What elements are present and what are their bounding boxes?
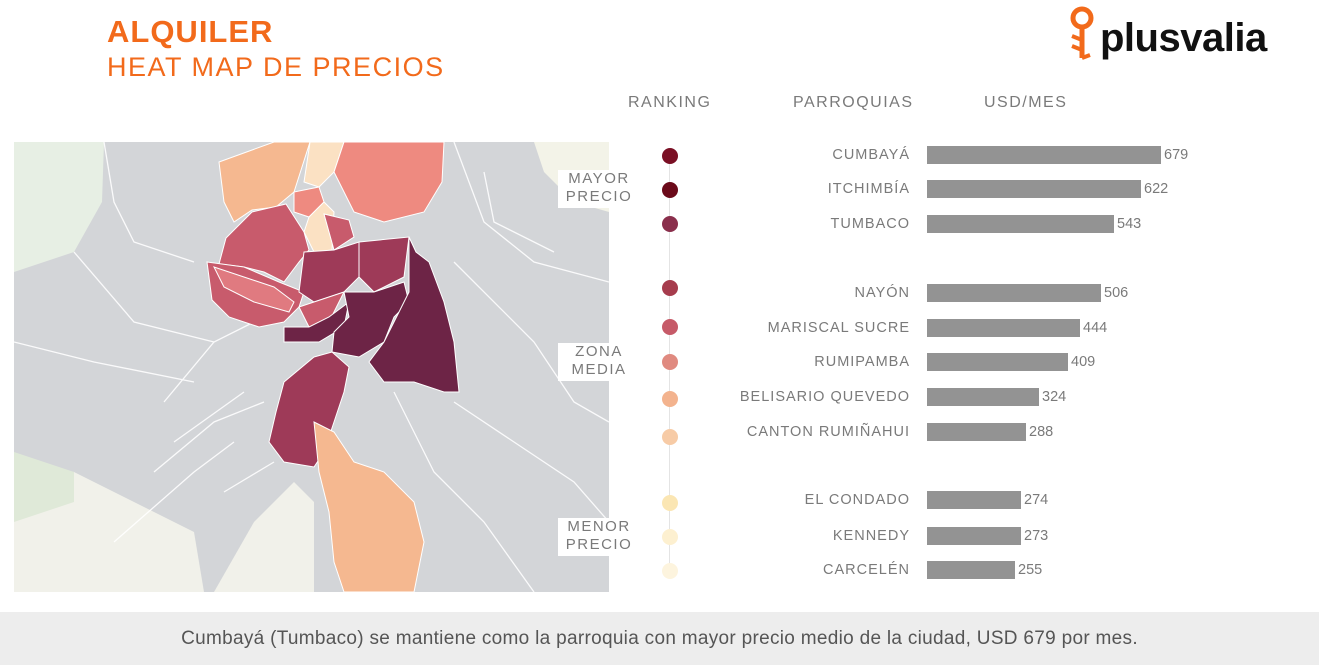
price-bar	[927, 527, 1021, 545]
rank-dot	[662, 495, 678, 511]
parish-label: KENNEDY	[832, 528, 910, 544]
price-value: 622	[1144, 181, 1169, 197]
zone-label-media: ZONA MEDIA	[558, 343, 640, 381]
parish-m	[283, 300, 350, 343]
rank-dot	[662, 319, 678, 335]
zone-label-mayor-line1: MAYOR	[568, 170, 630, 187]
parish-north-b	[303, 142, 345, 188]
parish-label: CUMBAYÁ	[832, 147, 910, 163]
rank-dot	[662, 182, 678, 198]
parish-label: MARISCAL SUCRE	[767, 320, 910, 336]
rank-dot	[662, 354, 678, 370]
parish-i	[323, 213, 355, 251]
parish-j	[298, 241, 365, 303]
price-bar	[927, 146, 1161, 164]
parish-h	[213, 266, 295, 313]
parish-label: NAYÓN	[854, 285, 910, 301]
parish-label: EL CONDADO	[804, 492, 910, 508]
parish-cumbaya	[368, 236, 460, 393]
heat-map-svg	[14, 142, 609, 592]
zone-label-menor-line1: MENOR	[567, 518, 631, 535]
column-header-usd: USD/MES	[984, 94, 1068, 111]
price-value: 274	[1024, 492, 1049, 508]
price-bar	[927, 491, 1021, 509]
page-title: ALQUILER	[107, 14, 274, 49]
price-bar	[927, 319, 1080, 337]
price-bar	[927, 561, 1015, 579]
parish-label: CANTON RUMIÑAHUI	[746, 424, 910, 440]
rank-dot	[662, 216, 678, 232]
rank-dot	[662, 148, 678, 164]
rank-dot	[662, 529, 678, 545]
parish-l	[298, 291, 345, 328]
parish-rumiñahui	[313, 421, 425, 592]
price-bar	[927, 423, 1026, 441]
parish-k	[358, 236, 410, 293]
price-value: 324	[1042, 389, 1067, 405]
price-bar	[927, 284, 1101, 302]
parish-label: BELISARIO QUEVEDO	[739, 389, 910, 405]
column-header-ranking: RANKING	[628, 94, 712, 111]
price-value: 444	[1083, 320, 1108, 336]
parish-label: CARCELÉN	[823, 562, 910, 578]
zone-label-menor-line2: PRECIO	[565, 536, 633, 553]
price-bar	[927, 180, 1141, 198]
zone-label-menor: MENOR PRECIO	[558, 518, 640, 556]
zone-label-mayor: MAYOR PRECIO	[558, 170, 640, 208]
logo-wordmark: plusvalia	[1100, 16, 1267, 60]
parish-label: RUMIPAMBA	[814, 354, 910, 370]
plusvalia-logo: plusvalia	[1068, 4, 1308, 70]
page-subtitle: HEAT MAP DE PRECIOS	[107, 52, 445, 82]
price-value: 679	[1164, 147, 1189, 163]
parish-f	[218, 203, 310, 283]
green-area-nw	[14, 142, 104, 272]
key-icon	[1070, 6, 1094, 60]
price-bar	[927, 215, 1114, 233]
green-area-w	[14, 452, 74, 522]
price-bar	[927, 353, 1068, 371]
price-value: 273	[1024, 528, 1049, 544]
price-value: 543	[1117, 216, 1142, 232]
column-header-parroquias: PARROQUIAS	[793, 94, 914, 111]
rank-dot	[662, 429, 678, 445]
parish-north-c	[333, 142, 445, 223]
rank-dot	[662, 563, 678, 579]
parish-label: ITCHIMBÍA	[827, 181, 910, 197]
zone-label-media-line2: MEDIA	[571, 361, 627, 378]
price-bar	[927, 388, 1039, 406]
zone-label-mayor-line2: PRECIO	[565, 188, 633, 205]
price-value: 409	[1071, 354, 1096, 370]
land-area-s	[214, 482, 314, 592]
footer-caption: Cumbayá (Tumbaco) se mantiene como la pa…	[0, 612, 1319, 665]
parish-label: TUMBACO	[830, 216, 910, 232]
price-value: 255	[1018, 562, 1043, 578]
heat-map	[14, 142, 609, 592]
rank-dot	[662, 280, 678, 296]
price-value: 506	[1104, 285, 1129, 301]
rank-dot	[662, 391, 678, 407]
price-value: 288	[1029, 424, 1054, 440]
zone-label-media-line1: ZONA	[575, 343, 623, 360]
